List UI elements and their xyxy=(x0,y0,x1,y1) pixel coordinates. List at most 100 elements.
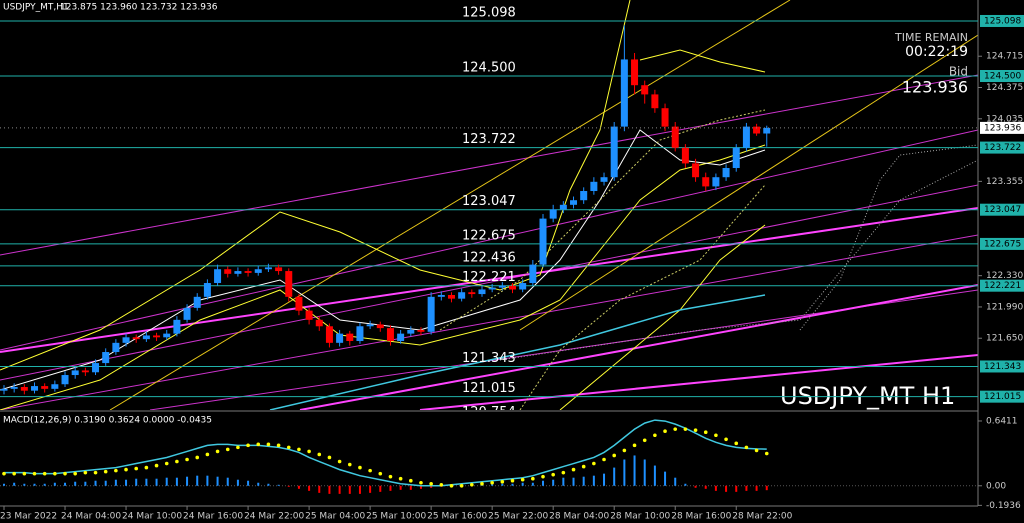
level-price-box xyxy=(980,70,1024,83)
x-tick-label: 25 Mar 04:00 xyxy=(305,512,365,522)
candle-body xyxy=(386,328,394,341)
signal-dot xyxy=(388,474,393,479)
symbol: USDJPY_MT,H1 xyxy=(3,3,69,13)
signal-dot xyxy=(744,445,749,450)
histogram-bar xyxy=(562,477,565,486)
level-price-box xyxy=(980,237,1024,250)
moving-average xyxy=(269,294,766,410)
signal-dot xyxy=(724,437,728,442)
level-label: 122.436 xyxy=(462,250,516,265)
channel-line xyxy=(0,129,978,351)
y-tick-label: 121.650 xyxy=(986,334,1023,344)
level-label: 122.675 xyxy=(462,228,516,243)
signal-dot xyxy=(276,443,281,448)
signal-dot xyxy=(347,462,352,467)
candle-body xyxy=(620,59,628,127)
signal-dot xyxy=(398,476,403,481)
level-price-box xyxy=(980,203,1024,216)
bid-box-label: 123.936 xyxy=(984,123,1021,133)
signal-dot xyxy=(358,465,362,470)
signal-dot xyxy=(286,445,291,450)
x-tick-label: 24 Mar 04:00 xyxy=(61,512,121,522)
histogram-bar xyxy=(745,485,748,491)
candle-body xyxy=(549,209,557,219)
histogram-bar xyxy=(3,483,5,486)
signal-dot xyxy=(327,455,332,460)
signal-dot xyxy=(246,443,250,448)
signal-dot xyxy=(734,441,739,446)
candle-body xyxy=(488,287,496,290)
signal-dot xyxy=(764,451,769,456)
signal-dot xyxy=(175,459,179,464)
histogram-bar xyxy=(104,480,107,486)
histogram-bar xyxy=(633,455,636,486)
signal-dot xyxy=(642,438,647,443)
candle-body xyxy=(315,319,323,327)
histogram-bar xyxy=(287,485,290,487)
candle-body xyxy=(132,337,140,340)
histogram-bar xyxy=(592,475,595,486)
histogram-bar xyxy=(725,485,728,492)
signal-dot xyxy=(103,469,108,474)
level-label: 121.015 xyxy=(462,381,516,396)
candle-body xyxy=(478,289,486,295)
x-tick-label: 28 Mar 04:00 xyxy=(549,512,609,522)
histogram-bar xyxy=(552,479,555,486)
signal-dot xyxy=(551,472,555,477)
candle-body xyxy=(397,333,405,341)
histogram-bar xyxy=(53,482,56,486)
signal-dot xyxy=(429,481,433,486)
level-price-label: 124.500 xyxy=(984,72,1021,82)
histogram-bar xyxy=(145,478,148,486)
signal-dot xyxy=(83,470,88,475)
candle-body xyxy=(254,269,262,273)
candle-body xyxy=(163,333,171,338)
histogram-bar xyxy=(409,485,412,490)
candle-body xyxy=(570,200,578,205)
signal-dot xyxy=(12,471,16,476)
signal-dot xyxy=(754,448,759,453)
signal-dot xyxy=(63,471,67,476)
candle-body xyxy=(61,375,69,385)
histogram-bar xyxy=(521,482,524,486)
level-price-label: 121.015 xyxy=(984,392,1021,402)
channel-line xyxy=(0,74,978,256)
signal-dot xyxy=(500,479,505,484)
bid-box xyxy=(980,121,1024,134)
signal-dot xyxy=(409,478,413,483)
signal-dot xyxy=(195,455,200,460)
level-price-box xyxy=(980,141,1024,154)
candle-body xyxy=(722,168,730,178)
histogram-bar xyxy=(694,485,697,488)
histogram-bar xyxy=(735,485,738,492)
signal-dot xyxy=(256,442,261,447)
histogram-bar xyxy=(491,483,494,486)
bid-price: 123.936 xyxy=(902,78,968,97)
signal-dot xyxy=(419,480,423,485)
candle-body xyxy=(173,319,181,334)
signal-dot xyxy=(73,471,77,476)
macd-line xyxy=(4,419,767,487)
candle-body xyxy=(753,126,761,134)
candle-body xyxy=(346,333,354,341)
histogram-bar xyxy=(684,483,687,486)
candle-body xyxy=(661,108,669,127)
level-price-box xyxy=(980,14,1024,27)
time-remain: 00:22:19 xyxy=(905,44,968,60)
candle-body xyxy=(305,310,313,320)
candle-body xyxy=(244,271,252,273)
histogram-bar xyxy=(43,483,46,486)
histogram-bar xyxy=(257,482,260,486)
candle-body xyxy=(671,126,679,148)
histogram-bar xyxy=(603,473,606,486)
signal-dot xyxy=(215,449,220,454)
level-label: 124.500 xyxy=(462,61,516,76)
channel-line xyxy=(0,184,978,381)
quote: 123.875 123.960 123.732 123.936 xyxy=(60,3,218,13)
signal-dot xyxy=(531,476,535,481)
x-tick-label: 25 Mar 10:00 xyxy=(366,512,426,522)
ichimoku-cloud xyxy=(499,159,978,361)
y-tick-label: 124.035 xyxy=(986,114,1023,124)
candle-body xyxy=(427,296,435,332)
candle-body xyxy=(600,177,608,182)
